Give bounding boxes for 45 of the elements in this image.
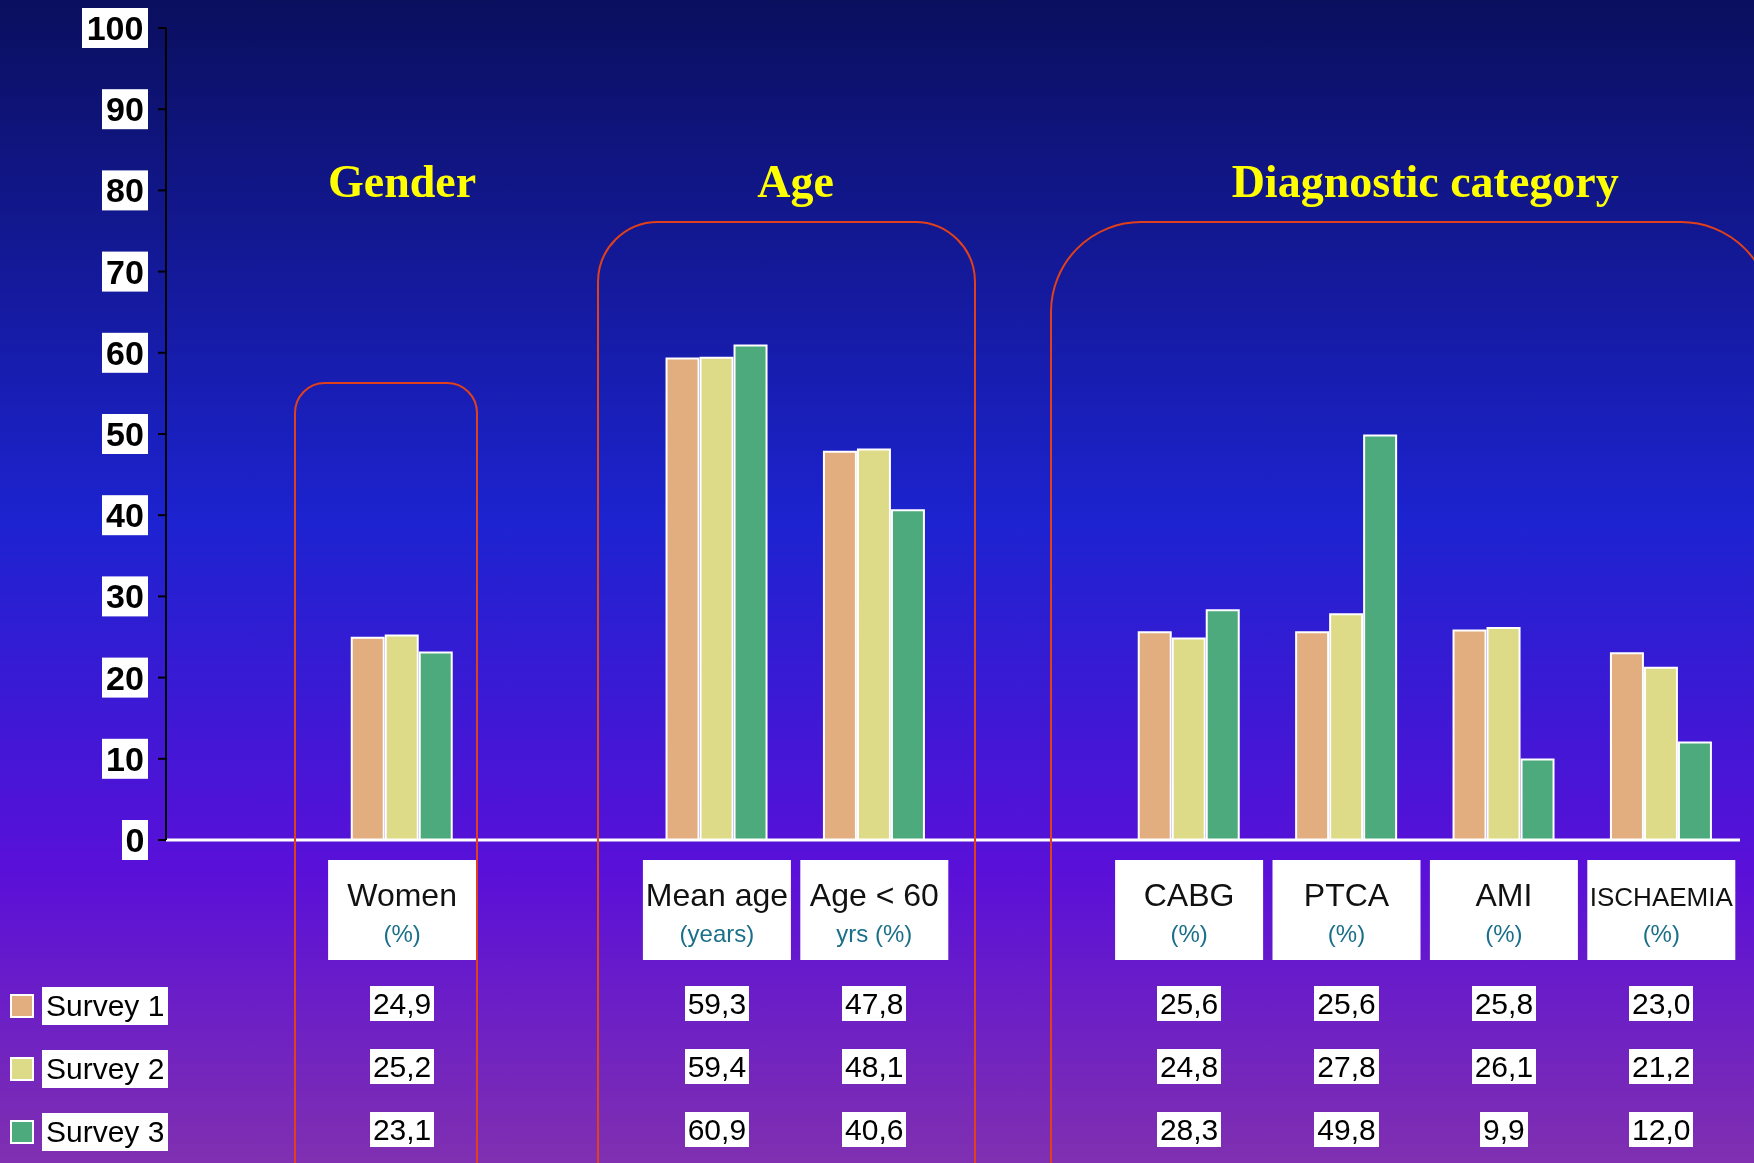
data-label: 59,4 — [684, 1049, 750, 1084]
data-label: 48,1 — [842, 1049, 907, 1084]
data-label: 25,6 — [1156, 986, 1222, 1021]
x-tick-label: PTCA (%) — [1303, 877, 1390, 947]
annotation: Diagnostic category — [1230, 155, 1620, 208]
data-label: 47,8 — [842, 986, 907, 1021]
data-label: 25,8 — [1471, 986, 1537, 1021]
x-tick-label: ISCHAEMIA (%) — [1589, 882, 1734, 947]
data-label: 25,2 — [369, 1049, 435, 1084]
y-tick-label: 20 — [106, 658, 144, 697]
data-label: 12,0 — [1629, 1112, 1694, 1147]
data-label: 26,1 — [1471, 1049, 1537, 1084]
annotation: Age — [756, 155, 835, 208]
legend-label: Survey 3 — [42, 1113, 169, 1151]
data-label: 9,9 — [1480, 1112, 1528, 1147]
y-tick-label: 10 — [106, 739, 144, 778]
data-label: 24,8 — [1156, 1049, 1222, 1084]
x-tick-label: AMI (%) — [1475, 877, 1533, 947]
y-tick-label: 50 — [106, 415, 144, 453]
y-tick-label: 70 — [106, 252, 144, 291]
legend-label: Survey 1 — [42, 987, 169, 1025]
x-tick-label: Age < 60 yrs (%) — [809, 877, 939, 947]
data-label: 60,9 — [684, 1112, 750, 1147]
y-tick-label: 60 — [106, 333, 144, 372]
data-label: 49,8 — [1314, 1112, 1379, 1147]
data-label: 21,2 — [1629, 1049, 1694, 1084]
data-label: 24,9 — [369, 986, 435, 1021]
data-label: 40,6 — [842, 1112, 907, 1147]
y-tick-label: 0 — [125, 821, 145, 859]
y-tick-label: 30 — [106, 577, 144, 616]
y-tick-label: 100 — [86, 9, 144, 47]
data-label: 23,1 — [369, 1112, 435, 1147]
legend-label: Survey 2 — [42, 1050, 169, 1088]
data-label: 28,3 — [1156, 1112, 1222, 1147]
y-tick-label: 80 — [106, 171, 144, 210]
data-label: 27,8 — [1314, 1049, 1379, 1084]
y-tick-label: 40 — [106, 496, 144, 535]
data-label: 59,3 — [684, 986, 750, 1021]
x-tick-label: Women (%) — [347, 877, 457, 947]
x-tick-label: Mean age (years) — [645, 877, 789, 947]
annotation: Gender — [327, 156, 477, 207]
x-tick-label: CABG (%) — [1143, 877, 1235, 947]
data-label: 25,6 — [1314, 986, 1379, 1021]
data-label: 23,0 — [1629, 986, 1694, 1021]
y-tick-label: 90 — [106, 90, 144, 129]
